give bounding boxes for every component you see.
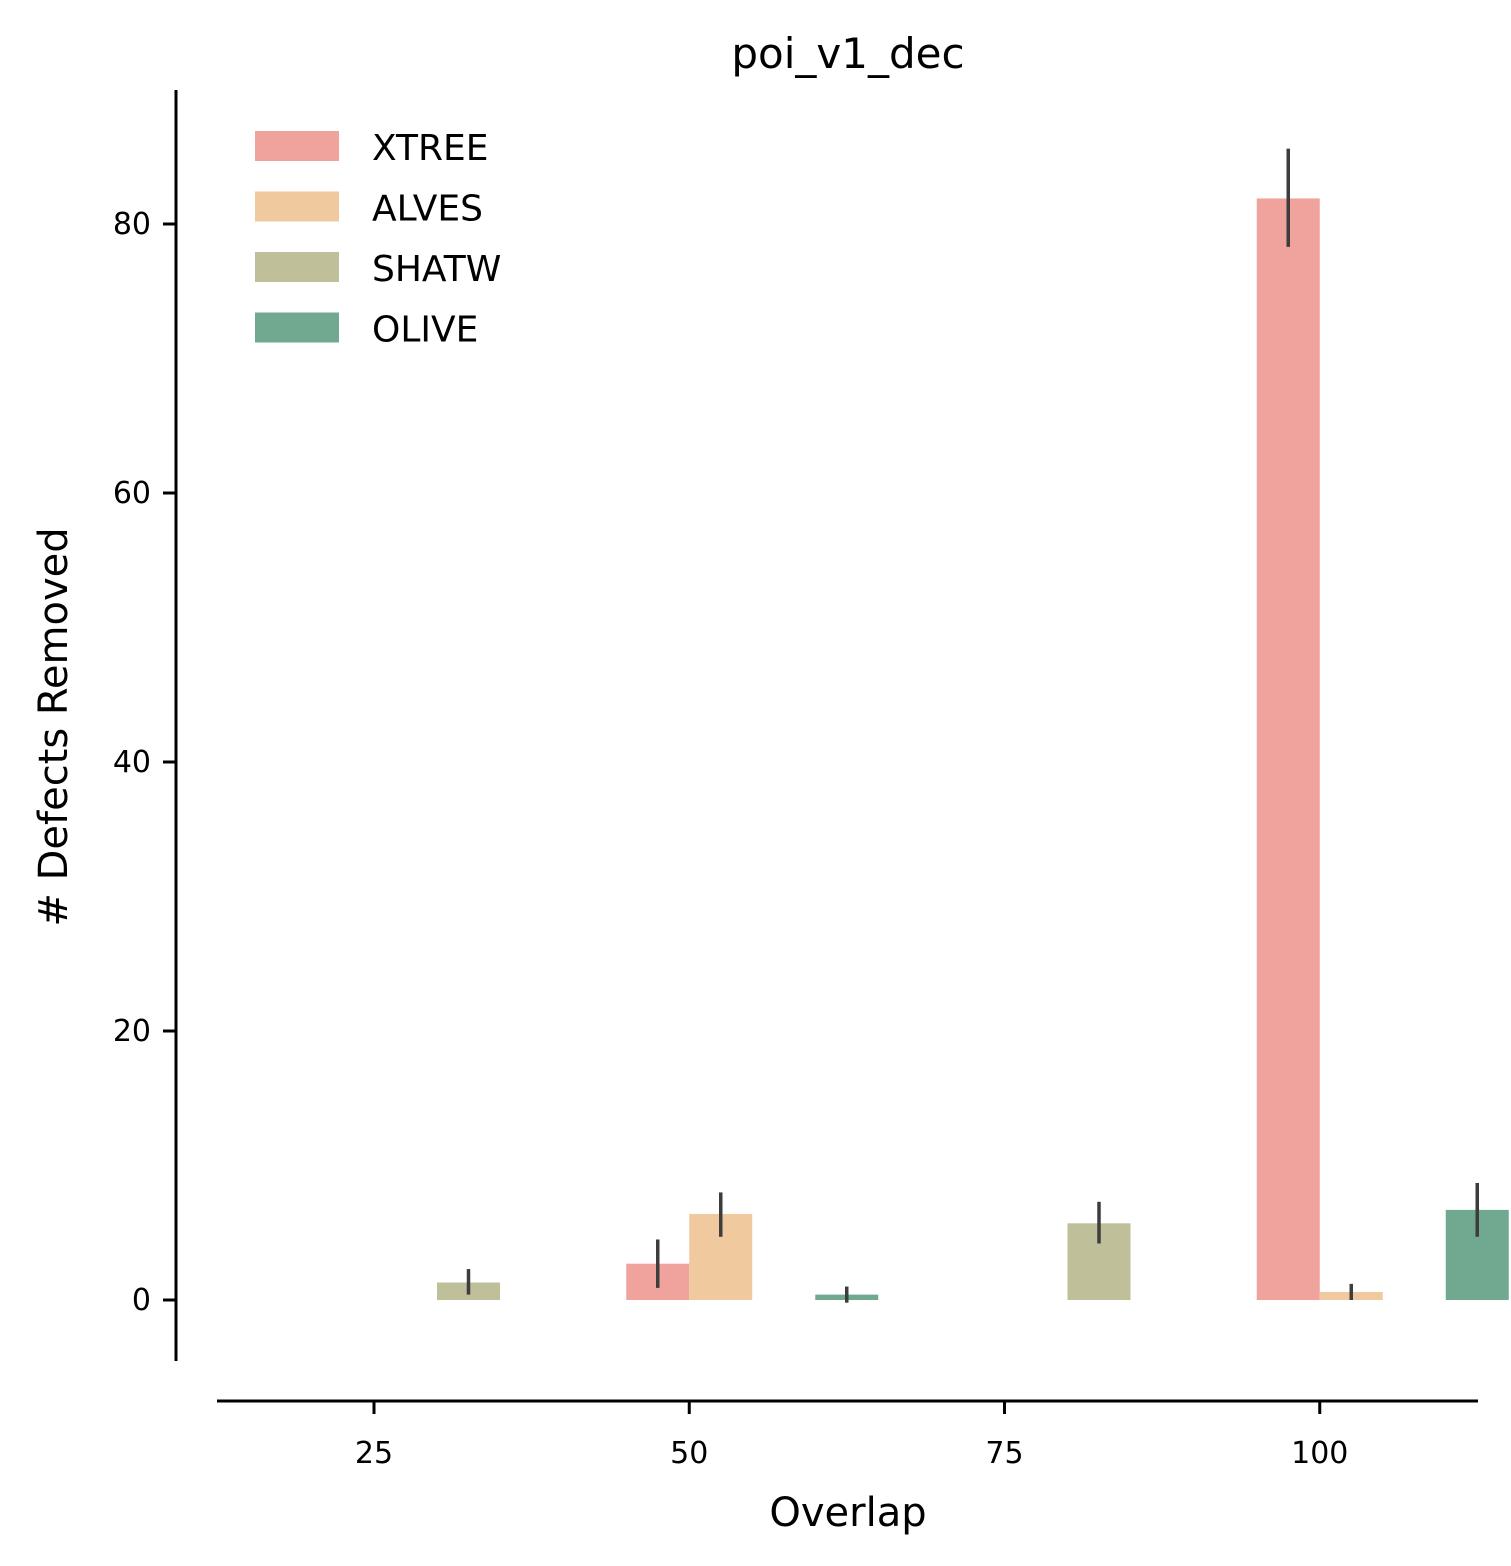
legend-label-xtree: XTREE [372, 128, 489, 169]
x-tick-label: 25 [355, 1436, 393, 1471]
y-tick-label: 40 [113, 745, 151, 780]
x-tick-label: 100 [1291, 1436, 1348, 1471]
legend-label-alves: ALVES [372, 189, 483, 230]
x-tick-label: 75 [985, 1436, 1023, 1471]
legend-swatch-olive [255, 312, 339, 343]
legend-swatch-xtree [255, 131, 339, 161]
legend-swatch-alves [255, 191, 339, 222]
bars-group [437, 198, 1509, 1300]
chart-title: poi_v1_dec [731, 29, 964, 78]
legend-swatch-shatw [255, 252, 339, 282]
bar-xtree-100 [1256, 198, 1320, 1300]
y-ticks-group: 0 20 40 60 80 [113, 207, 176, 1318]
x-ticks-group: 25 50 75 100 [355, 1401, 1348, 1471]
x-axis-label: Overlap [769, 1490, 926, 1536]
y-axis-label: # Defects Removed [31, 527, 77, 926]
x-tick-label: 50 [670, 1436, 708, 1471]
legend: XTREE ALVES SHATW OLIVE [255, 128, 501, 351]
y-tick-label: 20 [113, 1014, 151, 1049]
y-tick-label: 80 [113, 207, 151, 242]
y-tick-label: 0 [132, 1283, 151, 1318]
y-tick-label: 60 [113, 476, 151, 511]
error-bars-group [466, 148, 1479, 1303]
legend-label-olive: OLIVE [372, 310, 478, 351]
legend-label-shatw: SHATW [372, 249, 501, 290]
